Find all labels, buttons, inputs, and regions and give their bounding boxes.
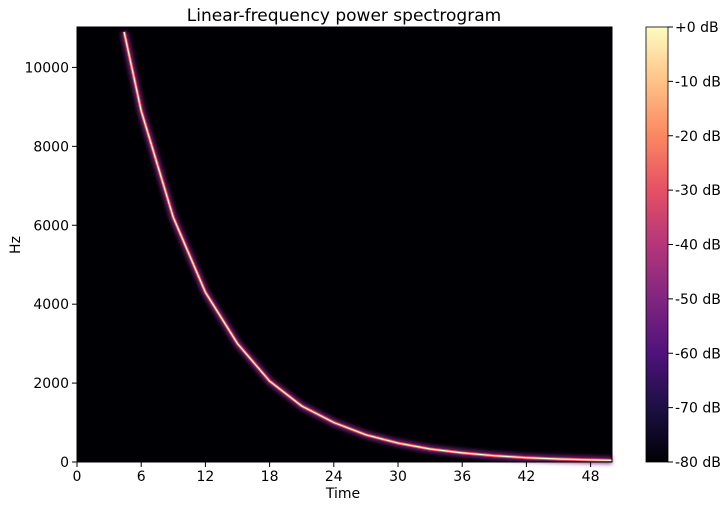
y-tick-label: 10000 <box>24 60 69 76</box>
y-tick-label: 4000 <box>33 297 69 313</box>
plot-frame <box>76 26 613 463</box>
colorbar-tick-label: -50 dB <box>675 292 721 308</box>
colorbar-tick-label: -70 dB <box>675 401 721 417</box>
colorbar <box>645 26 669 463</box>
x-tick-label: 12 <box>196 469 214 485</box>
sweep-line <box>123 31 613 461</box>
x-tick-label: 36 <box>453 469 471 485</box>
colorbar-tick-label: -10 dB <box>675 74 721 90</box>
x-tick-label: 42 <box>517 469 535 485</box>
x-axis-label: Time <box>325 486 360 502</box>
frequency-sweep <box>120 31 613 464</box>
x-tick-label: 0 <box>73 469 82 485</box>
x-tick-label: 24 <box>325 469 343 485</box>
y-axis-label: Hz <box>8 236 24 254</box>
spectrogram-background <box>77 27 612 462</box>
x-tick-label: 6 <box>137 469 146 485</box>
colorbar-tick-label: +0 dB <box>675 20 719 36</box>
chart-title: Linear-frequency power spectrogram <box>187 6 501 26</box>
y-tick-label: 2000 <box>33 376 69 392</box>
colorbar-tick-label: -20 dB <box>675 129 721 145</box>
y-tick-label: 0 <box>60 455 69 471</box>
y-tick-label: 8000 <box>33 139 69 155</box>
colorbar-ticks: +0 dB -10 dB -20 dB -30 dB -40 dB -50 dB -60 d… <box>668 20 721 471</box>
y-tick-label: 6000 <box>33 218 69 234</box>
x-tick-label: 48 <box>582 469 600 485</box>
x-axis: 0 6 12 18 24 30 36 42 48 <box>73 462 600 485</box>
x-tick-label: 30 <box>389 469 407 485</box>
y-axis: 0 2000 4000 6000 8000 10000 <box>24 60 77 471</box>
colorbar-tick-label: -30 dB <box>675 183 721 199</box>
colorbar-tick-label: -40 dB <box>675 238 721 254</box>
colorbar-tick-label: -60 dB <box>675 346 721 362</box>
x-tick-label: 18 <box>261 469 279 485</box>
colorbar-tick-label: -80 dB <box>675 455 721 471</box>
